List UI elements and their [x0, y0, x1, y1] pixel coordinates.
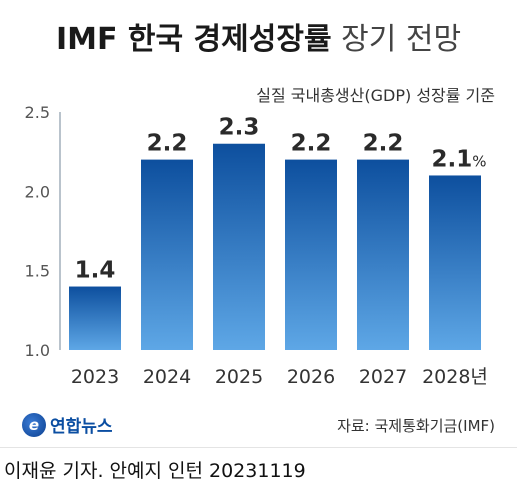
- y-tick-label: 1.0: [25, 341, 50, 360]
- y-tick-label: 1.5: [25, 262, 50, 281]
- footer-bar: [0, 447, 517, 502]
- bar-value-label: 2.2: [147, 131, 188, 157]
- source-note: 자료: 국제통화기금(IMF): [337, 417, 495, 435]
- bar: [357, 159, 409, 350]
- yonhap-logo-text: 연합뉴스: [50, 417, 113, 437]
- bar-chart: 2.5 2.0 1.5 1.0 1.4 2.2 2.3 2.2 2.2 2.1% 2023 202…: [25, 103, 488, 388]
- x-tick-label: 2025: [215, 366, 263, 388]
- x-tick-label: 2026: [287, 366, 335, 388]
- bar: [285, 159, 337, 350]
- bar: [69, 286, 121, 350]
- x-tick-label: 2028년: [422, 366, 488, 388]
- chart-subtitle: 실질 국내총생산(GDP) 성장률 기준: [256, 86, 495, 105]
- x-tick-label: 2027: [359, 366, 407, 388]
- yonhap-logo: e 연합뉴스: [22, 412, 113, 437]
- chart-title-main: IMF 한국 경제성장률: [55, 22, 332, 57]
- bar-value-unit: %: [472, 152, 486, 170]
- bar-value-label: 2.2: [291, 131, 332, 157]
- yonhap-logo-icon: e: [22, 412, 46, 437]
- bar-value-label: 2.3: [219, 115, 260, 141]
- credit-line: 이재윤 기자. 안예지 인턴 20231119: [4, 460, 306, 482]
- bar-value-label: 2.1%: [431, 146, 486, 172]
- chart-title: IMF 한국 경제성장률 장기 전망: [0, 20, 517, 60]
- bar: [429, 175, 481, 350]
- bar: [213, 143, 265, 350]
- bar: [141, 159, 193, 350]
- bar-value-label: 1.4: [75, 258, 116, 284]
- chart-title-sub: 장기 전망: [341, 22, 462, 57]
- y-tick-label: 2.0: [25, 182, 50, 201]
- x-tick-label: 2023: [71, 366, 119, 388]
- bar-value-label: 2.2: [363, 131, 404, 157]
- x-tick-label: 2024: [143, 366, 191, 388]
- y-tick-label: 2.5: [25, 103, 50, 122]
